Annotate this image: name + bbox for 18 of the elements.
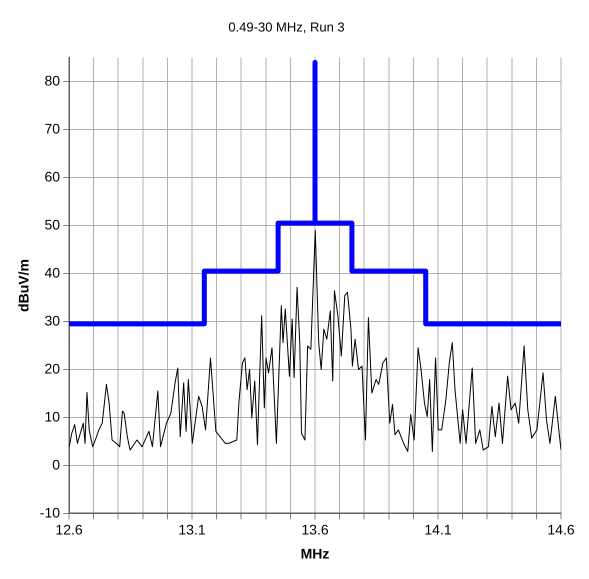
y-tick-label: 50 xyxy=(44,216,60,232)
x-tick-label: 13.1 xyxy=(178,522,206,538)
y-tick-label: 10 xyxy=(44,408,60,424)
y-tick-label: 80 xyxy=(44,72,60,88)
y-tick-label: -10 xyxy=(40,504,60,520)
y-axis-title: dBuV/m xyxy=(15,259,32,312)
y-tick-label: 60 xyxy=(44,168,60,184)
y-tick-label: 0 xyxy=(52,456,60,472)
chart-title: 0.49-30 MHz, Run 3 xyxy=(228,19,345,34)
x-tick-label: 13.6 xyxy=(301,522,329,538)
y-tick-label: 70 xyxy=(44,120,60,136)
y-tick-label: 30 xyxy=(44,312,60,328)
x-tick-label: 14.6 xyxy=(547,522,575,538)
x-tick-label: 12.6 xyxy=(55,522,83,538)
x-tick-label: 14.1 xyxy=(424,522,452,538)
x-axis-title: MHz xyxy=(300,545,330,562)
y-tick-label: 40 xyxy=(44,264,60,280)
y-tick-label: 20 xyxy=(44,360,60,376)
